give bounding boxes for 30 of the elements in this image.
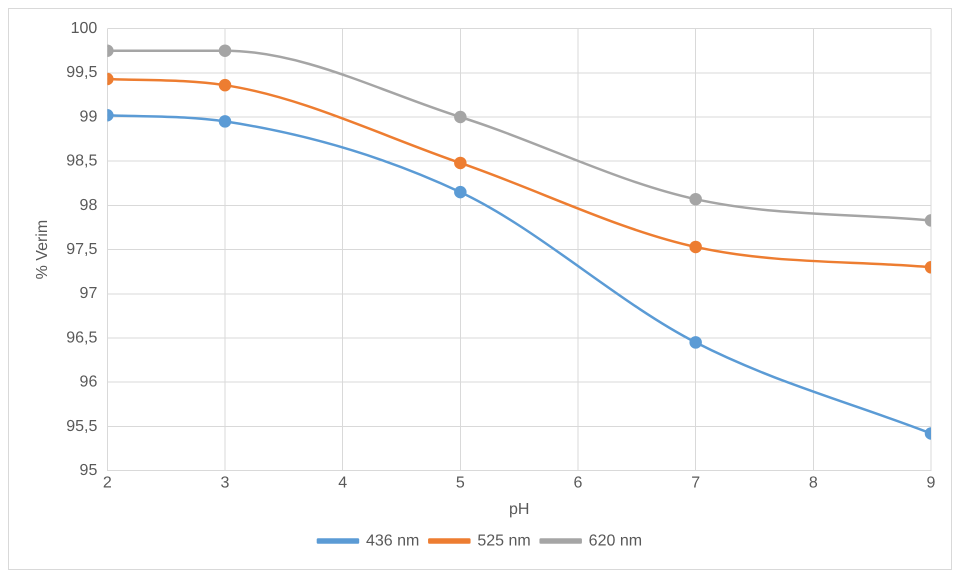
x-tick-label: 6: [574, 474, 583, 492]
y-axis-title: % Verim: [34, 220, 52, 280]
point: [454, 186, 467, 198]
x-tick-label: 5: [456, 474, 465, 492]
y-tick-label: 98,5: [66, 152, 98, 170]
legend-label: 436 nm: [366, 532, 420, 550]
y-tick-label: 95,5: [66, 418, 98, 435]
point: [454, 156, 467, 170]
legend-label: 525 nm: [477, 532, 531, 550]
y-tick-label: 98: [80, 196, 98, 214]
y-tick-label: 97: [80, 285, 98, 302]
y-tick-label: 99,5: [66, 64, 98, 82]
x-tick-label: 3: [220, 474, 230, 492]
y-tick-label: 95: [80, 462, 98, 480]
x-axis-title: pH: [508, 500, 530, 518]
point: [689, 336, 702, 349]
y-tick-label: 99: [80, 108, 98, 126]
point: [689, 192, 702, 206]
point: [689, 240, 702, 254]
point: [454, 110, 467, 124]
x-tick-label: 8: [808, 474, 818, 492]
y-tick-label: 96: [80, 374, 98, 391]
x-tick-label: 7: [691, 474, 700, 492]
x-tick-label: 4: [338, 474, 348, 492]
x-tick-label: 2: [102, 474, 112, 492]
x-tick-label: 9: [926, 474, 936, 492]
y-tick-label: 97,5: [66, 241, 98, 258]
legend-label: 620 nm: [588, 532, 642, 550]
y-tick-label: 100: [70, 20, 98, 38]
y-tick-label: 96,5: [66, 329, 98, 346]
